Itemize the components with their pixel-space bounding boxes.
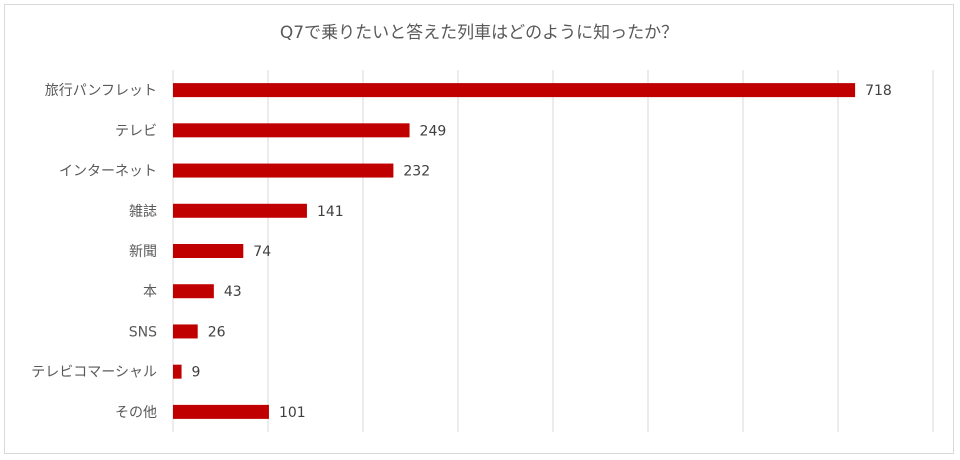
data-label: 101 bbox=[279, 405, 306, 421]
bar bbox=[173, 163, 394, 178]
bar bbox=[173, 244, 244, 258]
chart-frame bbox=[4, 4, 954, 454]
data-label: 26 bbox=[208, 324, 226, 340]
bar bbox=[173, 284, 214, 299]
data-label: 249 bbox=[420, 123, 447, 139]
category-label: テレビ bbox=[115, 123, 157, 139]
data-label: 141 bbox=[317, 204, 344, 220]
category-label: 新聞 bbox=[129, 244, 157, 260]
bar bbox=[173, 83, 856, 98]
data-label: 9 bbox=[192, 365, 201, 381]
data-label: 718 bbox=[865, 83, 892, 99]
category-label: その他 bbox=[115, 405, 157, 421]
category-label: 旅行パンフレット bbox=[45, 83, 157, 99]
bar bbox=[173, 324, 198, 339]
category-label: SNS bbox=[129, 324, 157, 340]
data-label: 232 bbox=[403, 164, 430, 180]
chart-title: Q7で乗りたいと答えた列車はどのように知ったか？ bbox=[279, 23, 679, 43]
category-label: インターネット bbox=[59, 164, 157, 180]
data-label: 74 bbox=[253, 244, 271, 260]
category-label: 雑誌 bbox=[129, 204, 157, 220]
category-label: テレビコマーシャル bbox=[31, 365, 157, 381]
bar bbox=[173, 364, 182, 379]
category-label: 本 bbox=[143, 284, 157, 300]
bar bbox=[173, 203, 307, 218]
bar bbox=[173, 123, 410, 138]
bar bbox=[173, 404, 269, 419]
data-label: 43 bbox=[224, 284, 242, 300]
